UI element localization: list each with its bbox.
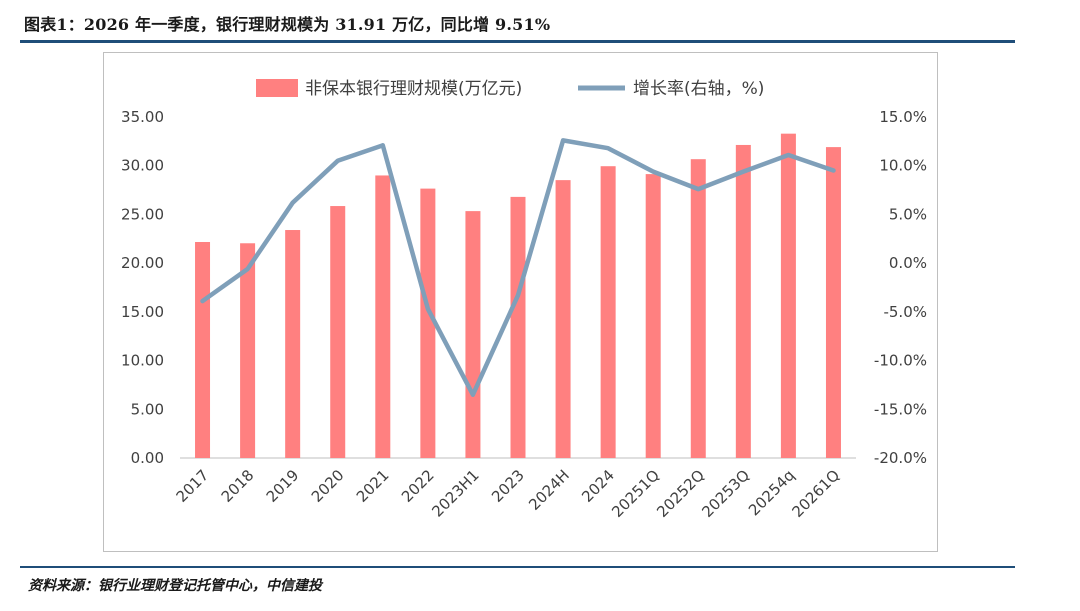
legend-bar-label: 非保本银行理财规模(万亿元) [305, 79, 522, 99]
x-tick-label: 2024 [578, 466, 618, 506]
chart-title: 图表1：2026 年一季度，银行理财规模为 31.91 万亿，同比增 9.51% [24, 15, 551, 34]
legend-line-label: 增长率(右轴，%) [633, 79, 764, 99]
right-tick-label: 0.0% [889, 254, 927, 272]
x-tick-label: 2022 [398, 466, 438, 506]
x-tick-label: 2018 [218, 466, 258, 506]
left-tick-label: 20.00 [121, 254, 164, 272]
left-tick-label: 30.00 [121, 157, 164, 175]
left-tick-label: 5.00 [131, 400, 164, 418]
top-rule [20, 40, 1015, 43]
left-tick-label: 10.00 [121, 352, 164, 370]
bar-2021 [375, 175, 391, 458]
legend: 非保本银行理财规模(万亿元) 增长率(右轴，%) [256, 79, 764, 99]
bar-2024H [555, 180, 571, 458]
x-tick-label: 20251Q [608, 466, 663, 521]
left-tick-label: 35.00 [121, 108, 164, 126]
bar-20254q [780, 133, 796, 458]
right-tick-label: -5.0% [883, 303, 927, 321]
right-tick-label: -15.0% [874, 400, 927, 418]
bar-20252Q [690, 159, 706, 458]
bar-2020 [330, 206, 346, 458]
left-tick-label: 15.00 [121, 303, 164, 321]
right-tick-label: 10.0% [879, 157, 927, 175]
chart-frame [103, 52, 938, 552]
right-tick-label: 15.0% [879, 108, 927, 126]
bar-2023 [510, 196, 526, 459]
right-axis: -20.0% -15.0% -10.0% -5.0% 0.0% 5.0% 10.0% 15.0… [874, 108, 927, 467]
right-tick-label: -10.0% [874, 352, 927, 370]
bar-2018 [240, 243, 256, 458]
bar-2017 [195, 242, 211, 458]
left-axis: 0.00 5.00 10.00 15.00 20.00 25.00 30.00 35.00 [121, 108, 164, 467]
right-tick-label: 5.0% [889, 205, 927, 223]
x-tick-label: 2023H1 [428, 466, 482, 520]
x-tick-label: 2023 [488, 466, 528, 506]
bar-2023H1 [465, 211, 481, 458]
bar-series [195, 133, 841, 459]
bar-20261Q [825, 147, 841, 459]
x-tick-label: 20252Q [653, 466, 708, 521]
bar-2022 [420, 188, 436, 459]
bar-2024 [600, 166, 616, 459]
legend-bar-swatch [256, 79, 298, 97]
x-tick-label: 2017 [173, 466, 213, 506]
bar-2019 [285, 230, 301, 458]
x-tick-label: 20261Q [788, 466, 843, 521]
x-tick-label: 2024H [525, 466, 573, 514]
bottom-rule [20, 566, 1015, 568]
bar-20253Q [735, 144, 751, 458]
x-tick-label: 2019 [263, 466, 303, 506]
x-tick-label: 2021 [353, 466, 393, 506]
left-tick-label: 25.00 [121, 205, 164, 223]
x-tick-label: 20253Q [698, 466, 753, 521]
bar-20251Q [645, 174, 661, 458]
right-tick-label: -20.0% [874, 449, 927, 467]
source-note: 资料来源：银行业理财登记托管中心，中信建投 [28, 578, 322, 594]
x-tick-label: 2020 [308, 466, 348, 506]
growth-rate-line [200, 138, 836, 397]
left-tick-label: 0.00 [131, 449, 164, 467]
